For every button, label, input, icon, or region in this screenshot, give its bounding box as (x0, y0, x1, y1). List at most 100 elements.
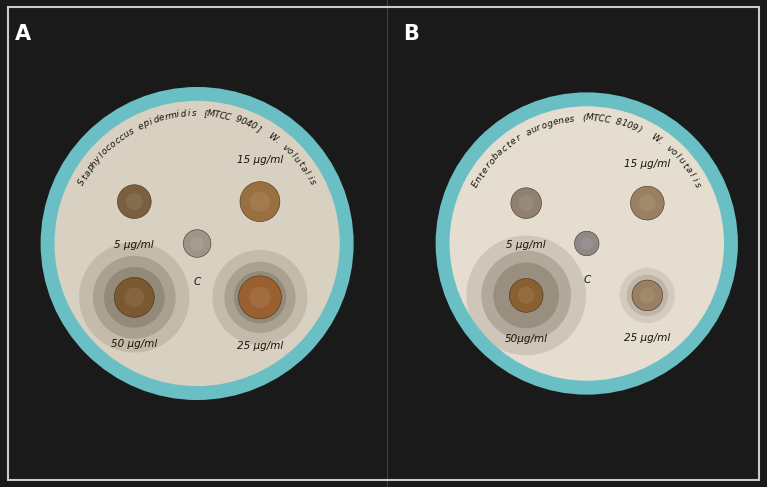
Circle shape (51, 97, 344, 390)
Circle shape (462, 118, 712, 369)
Circle shape (249, 287, 271, 308)
Circle shape (224, 262, 295, 333)
Text: y: y (93, 155, 103, 165)
Text: W: W (266, 131, 278, 144)
Circle shape (627, 275, 668, 316)
Circle shape (448, 105, 726, 382)
Text: l: l (97, 151, 106, 159)
Text: e: e (158, 113, 166, 123)
Text: C: C (218, 111, 225, 121)
Text: p: p (142, 118, 150, 129)
Text: a: a (495, 148, 505, 158)
Circle shape (234, 271, 286, 323)
Text: 1: 1 (620, 118, 628, 129)
Text: u: u (529, 125, 538, 135)
Circle shape (443, 99, 731, 388)
Circle shape (126, 193, 143, 210)
Text: o: o (487, 156, 498, 166)
Text: r: r (164, 112, 170, 122)
Circle shape (61, 108, 333, 379)
Text: i: i (149, 117, 154, 127)
Text: 0: 0 (239, 116, 247, 127)
Text: s: s (693, 180, 703, 189)
Circle shape (250, 192, 270, 211)
Text: s: s (307, 178, 317, 187)
Text: C: C (597, 114, 605, 124)
Circle shape (183, 230, 211, 257)
Text: 25 μg/ml: 25 μg/ml (624, 333, 670, 342)
Circle shape (442, 98, 732, 389)
Text: t: t (680, 161, 690, 169)
Circle shape (511, 188, 542, 219)
Text: l: l (288, 151, 297, 159)
Text: 25 μg/ml: 25 μg/ml (237, 340, 283, 351)
Text: r: r (484, 161, 493, 169)
Circle shape (44, 91, 350, 396)
Circle shape (446, 102, 728, 385)
Text: u: u (291, 154, 302, 165)
Text: i: i (304, 174, 314, 181)
Text: C: C (603, 115, 611, 125)
Text: o: o (108, 139, 118, 149)
Circle shape (79, 242, 189, 353)
Circle shape (240, 182, 280, 222)
Text: b: b (491, 151, 502, 162)
Text: n: n (557, 116, 565, 126)
Text: c: c (113, 135, 122, 146)
Circle shape (640, 288, 655, 303)
Text: l: l (687, 171, 696, 178)
Text: T: T (592, 113, 598, 123)
Circle shape (441, 98, 732, 389)
Text: o: o (668, 148, 678, 158)
Circle shape (239, 276, 281, 319)
Text: ): ) (637, 125, 644, 135)
Text: u: u (676, 156, 686, 166)
Circle shape (59, 105, 335, 382)
Text: ]: ] (255, 124, 262, 133)
Text: n: n (473, 175, 484, 185)
Text: .: . (273, 136, 281, 145)
Circle shape (459, 115, 715, 372)
Circle shape (190, 237, 204, 250)
Text: r: r (535, 123, 542, 132)
Circle shape (56, 102, 338, 385)
Text: l: l (302, 169, 311, 176)
Circle shape (639, 195, 656, 211)
Circle shape (46, 93, 348, 394)
Text: i: i (187, 109, 190, 118)
Circle shape (518, 195, 534, 211)
Text: C: C (583, 275, 591, 285)
Text: d: d (153, 115, 160, 125)
Circle shape (47, 93, 347, 394)
Circle shape (493, 262, 559, 328)
Text: C: C (193, 277, 201, 287)
Text: e: e (563, 115, 570, 125)
Text: .: . (656, 137, 663, 146)
Text: s: s (192, 109, 197, 118)
Text: 50μg/ml: 50μg/ml (505, 334, 548, 344)
Circle shape (48, 94, 347, 393)
Text: a: a (298, 164, 308, 173)
Circle shape (114, 278, 154, 318)
Text: l: l (673, 152, 681, 161)
Text: (: ( (582, 113, 586, 123)
Circle shape (93, 256, 176, 339)
Circle shape (632, 280, 663, 311)
Circle shape (466, 236, 586, 355)
Text: 50 μg/ml: 50 μg/ml (111, 339, 157, 349)
Circle shape (212, 250, 308, 345)
Text: c: c (500, 144, 509, 154)
Text: [: [ (203, 109, 207, 118)
Circle shape (48, 94, 347, 393)
Circle shape (451, 108, 723, 379)
Text: i: i (176, 110, 179, 119)
Text: M: M (206, 109, 216, 119)
Text: 15 μg/ml: 15 μg/ml (624, 159, 670, 169)
Text: u: u (122, 129, 131, 139)
Circle shape (509, 279, 543, 312)
Circle shape (620, 268, 675, 323)
Text: a: a (524, 127, 533, 138)
Text: S: S (77, 178, 87, 187)
Text: 8: 8 (614, 117, 622, 127)
Circle shape (482, 250, 571, 340)
